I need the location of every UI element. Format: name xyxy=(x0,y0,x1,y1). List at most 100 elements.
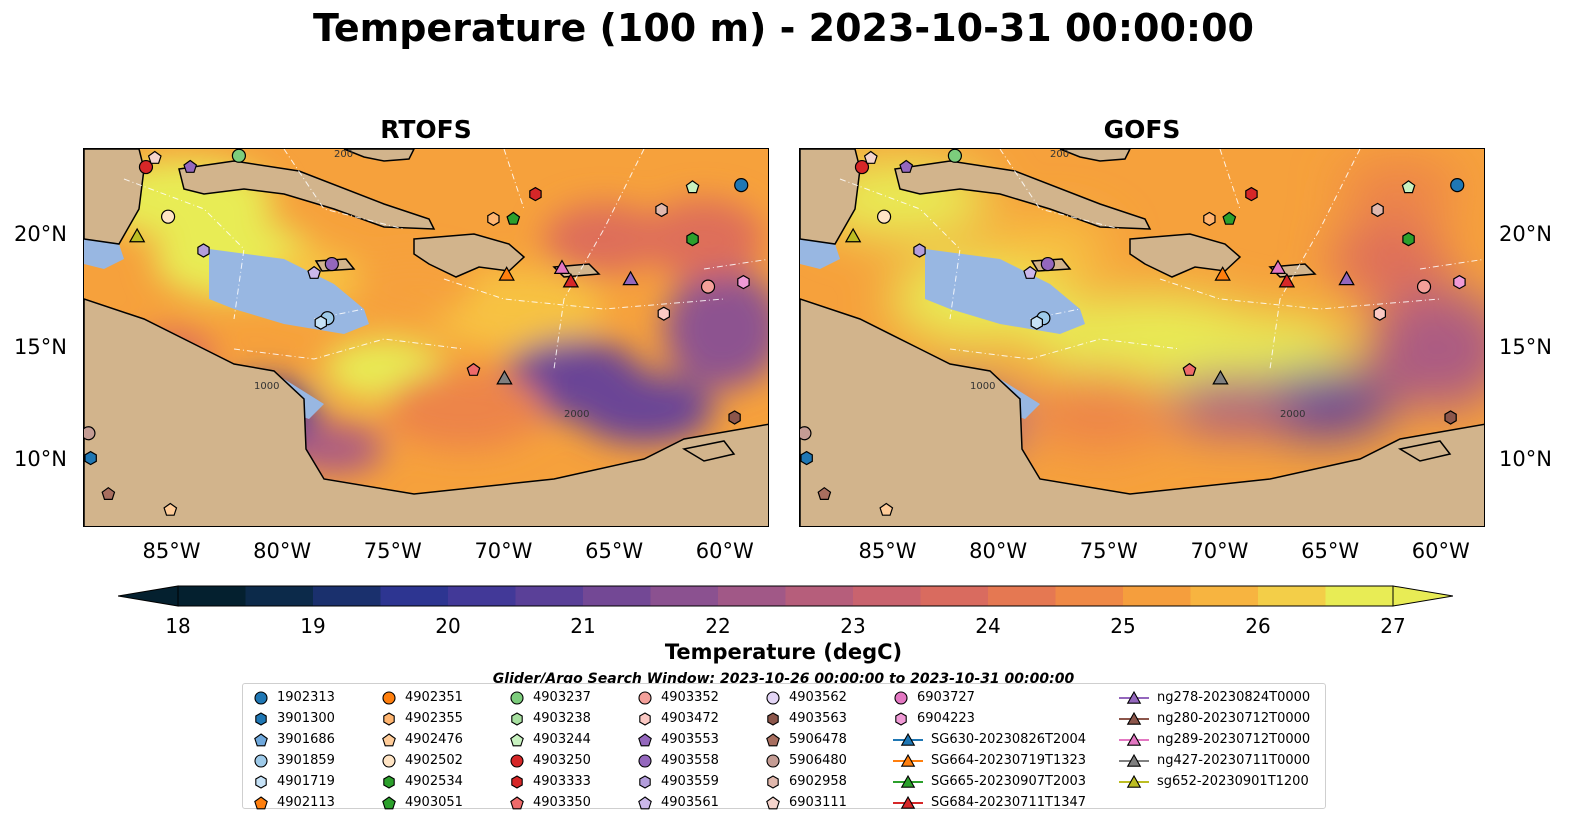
platform-marker[interactable] xyxy=(737,274,750,290)
legend-item: SG664-20230719T1323 xyxy=(893,750,1086,771)
eez-boundary xyxy=(1269,149,1361,370)
platform-marker[interactable] xyxy=(1214,266,1231,281)
legend-label: 6902958 xyxy=(789,774,847,789)
platform-marker[interactable] xyxy=(314,315,327,330)
shallow-shelf xyxy=(84,239,124,269)
platform-marker[interactable] xyxy=(84,426,96,441)
platform-marker[interactable] xyxy=(700,279,716,294)
platform-marker[interactable] xyxy=(1338,270,1355,286)
platform-marker[interactable] xyxy=(1402,232,1415,247)
legend-item: 4902476 xyxy=(381,729,463,750)
platform-marker[interactable] xyxy=(1416,279,1432,294)
eez-boundary xyxy=(949,338,1181,360)
platform-marker[interactable] xyxy=(899,159,914,173)
platform-marker[interactable] xyxy=(947,149,963,163)
platform-marker[interactable] xyxy=(506,211,521,225)
colorbar-tick-label: 23 xyxy=(840,614,866,638)
colorbar-segment xyxy=(1123,586,1191,606)
platform-marker[interactable] xyxy=(324,256,339,272)
platform-marker[interactable] xyxy=(1023,265,1038,279)
platform-marker[interactable] xyxy=(84,450,97,466)
circle-marker-icon xyxy=(510,690,524,705)
legend-item: 4903352 xyxy=(637,687,719,708)
platform-marker[interactable] xyxy=(562,272,580,288)
platform-marker[interactable] xyxy=(800,426,812,441)
colorbar-tick-label: 22 xyxy=(705,614,731,638)
platform-marker[interactable] xyxy=(197,243,210,258)
legend-label: 4903051 xyxy=(405,795,463,810)
colorbar-segment xyxy=(245,586,314,606)
hexagon-marker-icon xyxy=(895,711,907,726)
hexagon-marker-icon xyxy=(767,774,779,789)
platform-marker[interactable] xyxy=(1401,180,1416,194)
platform-marker[interactable] xyxy=(138,159,154,175)
platform-marker[interactable] xyxy=(913,243,926,258)
legend-label: 4903244 xyxy=(533,732,591,747)
platform-marker[interactable] xyxy=(1030,315,1043,330)
legend-label: 6904223 xyxy=(917,711,975,726)
colorbar-segment xyxy=(650,586,719,606)
platform-marker[interactable] xyxy=(876,209,892,224)
platform-marker[interactable] xyxy=(1040,256,1055,272)
platform-marker[interactable] xyxy=(498,266,515,281)
platform-marker[interactable] xyxy=(466,362,481,376)
platform-marker[interactable] xyxy=(1245,186,1258,202)
platform-marker[interactable] xyxy=(1444,410,1457,425)
platform-marker[interactable] xyxy=(1212,369,1229,385)
platform-marker[interactable] xyxy=(800,450,813,466)
map-panel-rtofs[interactable]: 1000 2000 200 xyxy=(83,148,769,527)
platform-marker[interactable] xyxy=(1278,272,1296,288)
platform-marker[interactable] xyxy=(863,150,878,164)
hexagon-marker-icon xyxy=(639,711,651,726)
lon-tick-label: 65°W xyxy=(585,539,644,563)
platform-marker[interactable] xyxy=(1373,306,1387,321)
platform-marker[interactable] xyxy=(529,186,542,202)
legend-item: ng427-20230711T0000 xyxy=(1119,750,1310,771)
platform-marker[interactable] xyxy=(128,227,146,243)
platform-marker[interactable] xyxy=(147,150,162,164)
platform-marker[interactable] xyxy=(1450,177,1465,193)
platform-marker[interactable] xyxy=(685,180,700,194)
colorbar-extend-low xyxy=(117,585,179,607)
platform-marker[interactable] xyxy=(1182,362,1197,376)
platform-marker[interactable] xyxy=(1203,211,1216,227)
platform-marker[interactable] xyxy=(854,159,870,175)
platform-marker[interactable] xyxy=(728,410,741,425)
hexagon-marker-icon xyxy=(511,711,523,726)
platform-marker[interactable] xyxy=(1269,259,1287,274)
lon-tick-label: 85°W xyxy=(858,539,917,563)
legend-column: 4903352 4903472 4903553 4903558 4903559 49035… xyxy=(637,687,719,813)
eez-boundary xyxy=(1029,308,1081,320)
legend-label: sg652-20230901T1200 xyxy=(1157,774,1309,789)
platform-marker[interactable] xyxy=(160,209,176,224)
platform-marker[interactable] xyxy=(101,486,116,500)
platform-marker[interactable] xyxy=(817,486,832,500)
platform-marker[interactable] xyxy=(1371,202,1384,218)
platform-marker[interactable] xyxy=(734,177,749,193)
legend-column: 4903237 4903238 4903244 4903250 4903333 49033… xyxy=(509,687,591,813)
platform-marker[interactable] xyxy=(183,159,198,173)
platform-marker[interactable] xyxy=(879,502,894,516)
platform-marker[interactable] xyxy=(1222,211,1237,225)
platform-marker[interactable] xyxy=(307,265,322,279)
platform-marker[interactable] xyxy=(622,270,639,286)
platform-marker[interactable] xyxy=(553,259,571,274)
hexagon-marker-icon xyxy=(255,774,267,789)
platform-marker[interactable] xyxy=(844,227,862,243)
legend-item: 3901300 xyxy=(253,708,335,729)
circle-marker-icon xyxy=(766,753,780,768)
colorbar-segment xyxy=(1190,586,1259,606)
platform-marker[interactable] xyxy=(487,211,500,227)
platform-marker[interactable] xyxy=(657,306,671,321)
platform-marker[interactable] xyxy=(1453,274,1466,290)
land-mass xyxy=(84,298,768,526)
triangle-line-marker-icon xyxy=(893,732,923,746)
platform-marker[interactable] xyxy=(496,369,513,385)
legend-column: 1902313 3901300 3901686 3901859 4901719 49021… xyxy=(253,687,335,813)
map-panel-gofs[interactable]: 1000 2000 200 xyxy=(799,148,1485,527)
platform-marker[interactable] xyxy=(231,149,247,163)
platform-marker[interactable] xyxy=(163,502,178,516)
platform-marker[interactable] xyxy=(655,202,668,218)
legend-item: 3901859 xyxy=(253,750,335,771)
platform-marker[interactable] xyxy=(686,232,699,247)
